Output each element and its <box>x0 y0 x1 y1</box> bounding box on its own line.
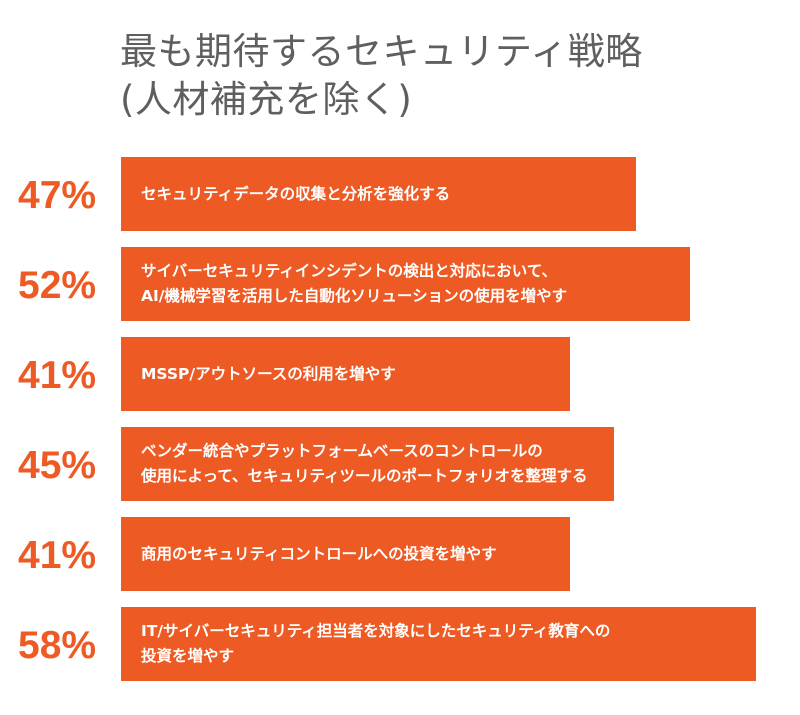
bar-value-label: 41% <box>18 354 97 397</box>
bar-value-label: 58% <box>18 624 97 667</box>
bar-category-label: サイバーセキュリティインシデントの検出と対応において、 AI/機械学習を活用した… <box>141 262 568 305</box>
bar: サイバーセキュリティインシデントの検出と対応において、 AI/機械学習を活用した… <box>121 247 690 321</box>
bar-category-label: ベンダー統合やプラットフォームベースのコントロールの 使用によって、セキュリティ… <box>141 442 588 485</box>
bar-value-label: 45% <box>18 444 97 487</box>
bar-category-label: 商用のセキュリティコントロールへの投資を増やす <box>141 544 497 563</box>
bar: IT/サイバーセキュリティ担当者を対象にしたセキュリティ教育への 投資を増やす <box>121 607 756 681</box>
bar-category-label: MSSP/アウトソースの利用を増やす <box>141 364 396 383</box>
bar: 商用のセキュリティコントロールへの投資を増やす <box>121 517 570 591</box>
chart-title-line1: 最も期待するセキュリティ戦略 <box>120 30 643 73</box>
bar-value-label: 52% <box>18 264 97 307</box>
bar-value-label: 41% <box>18 534 97 577</box>
chart-title-line2: (人材補充を除く) <box>120 78 413 121</box>
bar: ベンダー統合やプラットフォームベースのコントロールの 使用によって、セキュリティ… <box>121 427 614 501</box>
bar: MSSP/アウトソースの利用を増やす <box>121 337 570 411</box>
bar-category-label: IT/サイバーセキュリティ担当者を対象にしたセキュリティ教育への 投資を増やす <box>141 622 611 665</box>
bar: セキュリティデータの収集と分析を強化する <box>121 157 636 231</box>
bar-value-label: 47% <box>18 174 97 217</box>
bar-category-label: セキュリティデータの収集と分析を強化する <box>141 184 451 203</box>
chart-title: 最も期待するセキュリティ戦略 (人材補充を除く) <box>120 28 760 124</box>
